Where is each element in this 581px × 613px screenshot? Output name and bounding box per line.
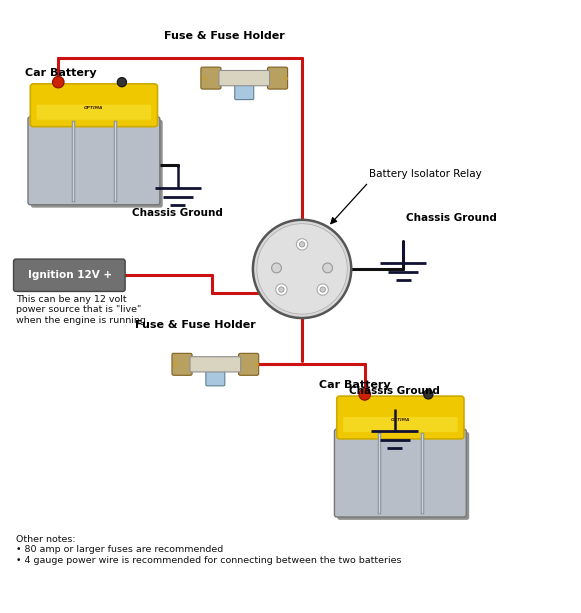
Text: Fuse & Fuse Holder: Fuse & Fuse Holder	[164, 31, 284, 40]
FancyBboxPatch shape	[219, 70, 270, 86]
FancyBboxPatch shape	[30, 84, 157, 127]
Text: This can be any 12 volt
power source that is "live"
when the engine is running.: This can be any 12 volt power source tha…	[16, 295, 149, 325]
FancyBboxPatch shape	[343, 417, 458, 432]
Circle shape	[296, 238, 308, 250]
Circle shape	[253, 220, 351, 318]
FancyBboxPatch shape	[206, 370, 225, 386]
FancyBboxPatch shape	[37, 105, 151, 120]
Text: OPTIMA: OPTIMA	[84, 105, 103, 110]
FancyBboxPatch shape	[31, 120, 163, 208]
Text: Battery Isolator Relay: Battery Isolator Relay	[368, 169, 481, 179]
Circle shape	[117, 77, 127, 87]
FancyBboxPatch shape	[337, 396, 464, 439]
Circle shape	[52, 77, 64, 88]
FancyBboxPatch shape	[13, 259, 125, 291]
Text: Car Battery: Car Battery	[320, 380, 391, 390]
Circle shape	[257, 224, 347, 314]
Text: Chassis Ground: Chassis Ground	[406, 213, 497, 223]
FancyBboxPatch shape	[190, 357, 241, 372]
FancyBboxPatch shape	[28, 117, 160, 205]
Text: Chassis Ground: Chassis Ground	[132, 208, 223, 218]
Circle shape	[317, 284, 328, 295]
FancyBboxPatch shape	[338, 432, 469, 520]
Circle shape	[424, 390, 433, 399]
FancyBboxPatch shape	[267, 67, 288, 89]
FancyBboxPatch shape	[235, 83, 254, 99]
Circle shape	[279, 287, 284, 292]
FancyBboxPatch shape	[239, 353, 259, 375]
Circle shape	[320, 287, 325, 292]
Circle shape	[359, 389, 371, 400]
Text: Fuse & Fuse Holder: Fuse & Fuse Holder	[135, 319, 256, 330]
FancyBboxPatch shape	[201, 67, 221, 89]
Circle shape	[271, 263, 281, 273]
FancyBboxPatch shape	[172, 353, 192, 375]
Text: Chassis Ground: Chassis Ground	[349, 386, 440, 396]
Text: Car Battery: Car Battery	[24, 68, 96, 78]
Circle shape	[299, 242, 305, 247]
Circle shape	[276, 284, 287, 295]
Text: Ignition 12V +: Ignition 12V +	[27, 270, 112, 280]
FancyBboxPatch shape	[335, 429, 467, 517]
Text: Other notes:
• 80 amp or larger fuses are recommended
• 4 gauge power wire is re: Other notes: • 80 amp or larger fuses ar…	[16, 535, 401, 565]
Text: OPTIMA: OPTIMA	[390, 418, 410, 422]
Circle shape	[322, 263, 332, 273]
